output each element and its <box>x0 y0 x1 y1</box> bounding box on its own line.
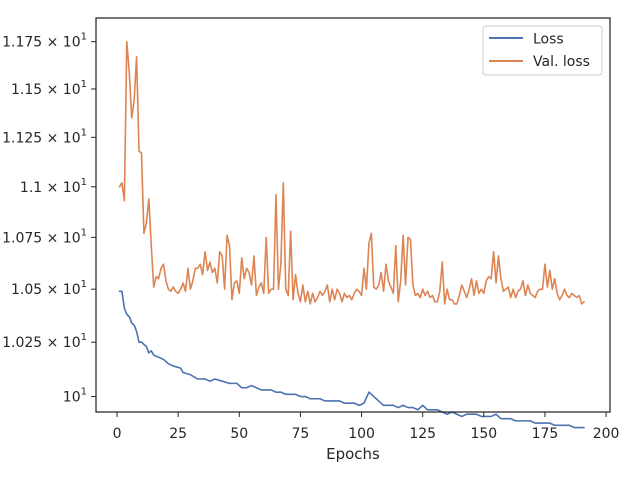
series-line-loss <box>118 290 585 429</box>
x-tick-label: 125 <box>409 426 436 442</box>
x-tick-label: 200 <box>593 426 620 442</box>
y-axis-ticks: 101 1.025 × 101 1.05 × 101 1.075 × 101 1.1 ×… <box>2 32 96 406</box>
plot-frame <box>95 17 611 413</box>
series-line-val-loss <box>118 40 585 305</box>
legend-label-val-loss: Val. loss <box>533 54 590 70</box>
x-tick-label: 75 <box>292 426 310 442</box>
series-layer <box>118 40 585 429</box>
x-tick-label: 175 <box>532 426 559 442</box>
x-tick-label: 0 <box>113 426 122 442</box>
y-tick-label: 1.025 × 101 <box>2 332 87 351</box>
x-axis-ticks: 0 25 50 75 100 125 150 175 200 <box>113 412 620 442</box>
y-tick-label: 1.075 × 101 <box>2 227 87 246</box>
y-tick-label: 1.175 × 101 <box>2 32 87 51</box>
x-tick-label: 50 <box>230 426 248 442</box>
x-tick-label: 100 <box>348 426 375 442</box>
y-tick-label: 101 <box>63 387 87 406</box>
legend-label-loss: Loss <box>533 32 564 48</box>
y-tick-label: 1.125 × 101 <box>2 127 87 146</box>
y-tick-label: 1.05 × 101 <box>11 279 87 298</box>
x-tick-label: 25 <box>169 426 187 442</box>
y-tick-label: 1.15 × 101 <box>11 79 87 98</box>
plot-area <box>96 18 610 412</box>
x-axis-label: Epochs <box>326 445 380 463</box>
x-tick-label: 150 <box>470 426 497 442</box>
y-tick-label: 1.1 × 101 <box>20 177 87 196</box>
legend: Loss Val. loss <box>482 25 603 76</box>
